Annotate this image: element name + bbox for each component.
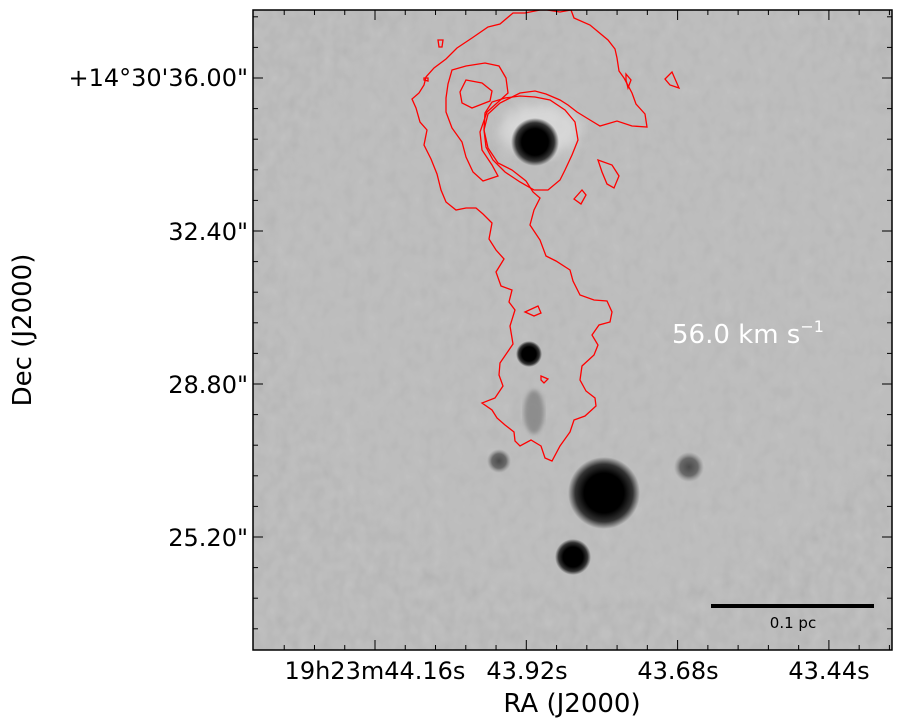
velocity-exponent: −1 [800, 317, 824, 336]
plot-area [253, 10, 892, 650]
faint-streak [524, 390, 544, 434]
faint-right-source [674, 452, 704, 482]
blob-2 [573, 188, 587, 205]
velocity-annotation: 56.0 km s−1 [672, 317, 824, 350]
y-tick-label-2: 32.40" [168, 218, 248, 246]
x-tick-label-3: 43.68s [637, 657, 718, 685]
y-axis-label: Dec (J2000) [8, 254, 38, 407]
velocity-text: 56.0 km s [672, 320, 800, 350]
bottom-source [555, 539, 591, 575]
blob-7 [523, 305, 542, 317]
x-tick-label-2: 43.92s [486, 657, 567, 685]
lower-bright-source [568, 457, 640, 529]
x-axis-label: RA (J2000) [503, 689, 640, 719]
y-tick-label-1: +14°30'36.00" [68, 64, 248, 92]
middle-source [516, 341, 542, 367]
blob-5 [437, 39, 444, 48]
x-tick-label-1: 19h23m44.16s [285, 657, 466, 685]
y-tick-label-3: 28.80" [168, 371, 248, 399]
y-tick-label-4: 25.20" [168, 524, 248, 552]
contour-lines [411, 10, 681, 462]
blob-3 [625, 72, 632, 91]
outer-contour [411, 10, 648, 462]
plot-frame [252, 9, 893, 651]
inner-contour-3 [483, 95, 579, 191]
blob-1 [596, 158, 620, 189]
blob-8 [540, 375, 550, 384]
faint-left-source [487, 449, 511, 473]
blob-4 [664, 70, 681, 90]
x-tick-label-4: 43.44s [788, 657, 869, 685]
upper-bright-source [511, 118, 559, 166]
blob-6 [423, 77, 429, 82]
inner-contour-2 [459, 79, 493, 109]
scale-bar-label: 0.1 pc [770, 614, 816, 632]
inner-contour-1 [445, 62, 509, 182]
